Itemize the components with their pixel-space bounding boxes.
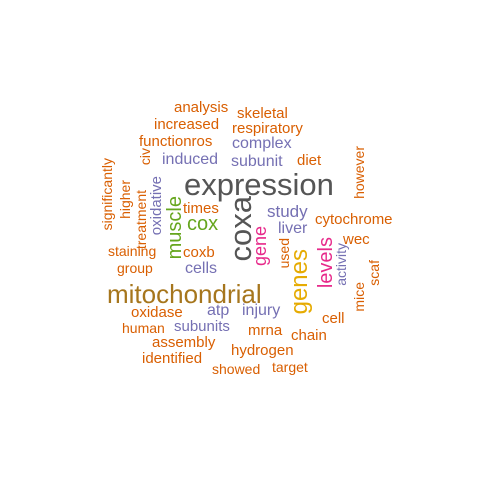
word-showed: showed <box>212 361 261 377</box>
word-expression: expression <box>184 167 334 202</box>
word-civ: civ <box>137 148 153 166</box>
word-respiratory: respiratory <box>232 120 303 137</box>
word-times: times <box>183 200 219 217</box>
word-mrna: mrna <box>248 322 283 339</box>
word-chain: chain <box>291 327 327 344</box>
word-skeletal: skeletal <box>237 105 288 122</box>
word-mitochondrial: mitochondrial <box>107 279 262 309</box>
word-human: human <box>122 320 165 336</box>
word-staining: staining <box>108 243 157 259</box>
word-cells: cells <box>185 260 218 277</box>
word-injury: injury <box>242 302 281 319</box>
word-cox: cox <box>187 213 219 235</box>
word-treatment: treatment <box>133 190 149 250</box>
word-hydrogen: hydrogen <box>231 342 294 359</box>
word-group: group <box>117 260 153 276</box>
word-mice: mice <box>351 282 367 312</box>
word-complex: complex <box>232 135 292 152</box>
word-induced: induced <box>162 151 219 168</box>
word-subunit: subunit <box>231 153 283 170</box>
word-genes: genes <box>286 249 313 315</box>
word-muscle: muscle <box>164 196 186 260</box>
word-higher: higher <box>117 180 133 219</box>
word-diet: diet <box>297 152 322 169</box>
word-coxb: coxb <box>183 244 215 261</box>
word-study: study <box>267 202 308 221</box>
word-functionros: functionros <box>139 133 213 150</box>
word-subunits: subunits <box>174 318 230 335</box>
word-identified: identified <box>142 350 203 367</box>
word-target: target <box>272 359 308 375</box>
word-gene: gene <box>250 226 270 267</box>
word-wec: wec <box>343 231 370 248</box>
word-however: however <box>351 146 367 199</box>
word-cell: cell <box>322 310 345 327</box>
word-analysis: analysis <box>174 99 229 116</box>
word-cytochrome: cytochrome <box>315 211 393 228</box>
word-significantly: significantly <box>99 158 115 231</box>
word-oxidative: oxidative <box>148 176 165 236</box>
word-atp: atp <box>207 302 230 319</box>
word-increased: increased <box>154 116 220 133</box>
word-oxidase: oxidase <box>131 304 183 321</box>
word-assembly: assembly <box>152 334 216 351</box>
word-scaf: scaf <box>366 260 382 286</box>
word-activity: activity <box>333 243 349 286</box>
word-liver: liver <box>278 220 308 237</box>
